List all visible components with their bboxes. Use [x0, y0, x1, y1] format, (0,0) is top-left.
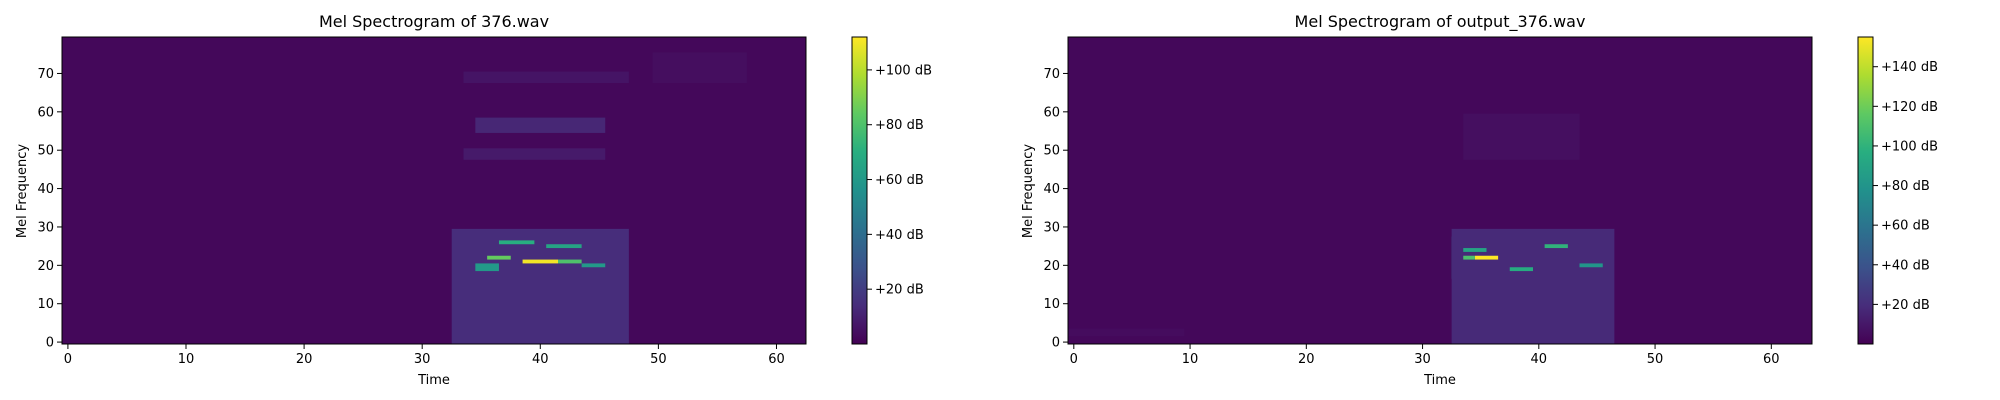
heatmap-cell-region: [581, 263, 606, 268]
colorbar-tick-label: +100 dB: [875, 63, 932, 78]
heatmap-1: [62, 37, 806, 344]
y-tick-label: 70: [1043, 67, 1060, 82]
x-tick-label: 20: [296, 352, 313, 367]
colorbar-tick-label: +40 dB: [875, 228, 924, 243]
colorbar-2: [1857, 36, 1874, 345]
y-tick-label: 0: [46, 336, 54, 351]
heatmap-cell-region: [1451, 228, 1615, 344]
x-tick-label: 60: [768, 352, 785, 367]
colorbar-tick-label: +80 dB: [1881, 179, 1930, 194]
x-tick-label: 10: [1182, 352, 1199, 367]
x-tick-label: 20: [1298, 352, 1315, 367]
x-tick-label: 50: [1647, 352, 1664, 367]
chart-title-1: Mel Spectrogram of 376.wav: [319, 12, 549, 31]
heatmap-cell-region: [498, 240, 535, 245]
heatmap-2: [1068, 37, 1812, 344]
x-axis-label-1: Time: [417, 373, 450, 388]
colorbar-1: [851, 36, 868, 345]
colorbar-tick-label: +20 dB: [875, 283, 924, 298]
colorbar-tick-label: +60 dB: [1881, 219, 1930, 234]
heatmap-cell-region: [463, 71, 629, 84]
plot-frame-1: [61, 36, 807, 345]
heatmap-background: [1068, 37, 1812, 344]
heatmap-cell-region: [1509, 267, 1533, 272]
heatmap-cell-region: [558, 259, 582, 264]
heatmap-cell-region: [652, 52, 747, 84]
y-tick-label: 30: [37, 220, 54, 235]
colorbar-tick-label: +20 dB: [1881, 298, 1930, 313]
y-tick-label: 50: [1043, 144, 1060, 159]
y-tick-label: 20: [1043, 259, 1060, 274]
y-tick-label: 40: [1043, 182, 1060, 197]
y-axis-ticks-1: 0 10 20 30 40 50 60 70: [37, 67, 62, 351]
x-tick-label: 0: [1070, 352, 1078, 367]
y-tick-label: 30: [1043, 220, 1060, 235]
y-tick-label: 70: [37, 67, 54, 82]
heatmap-cell-region: [1463, 255, 1475, 260]
heatmap-cell-region: [522, 259, 558, 264]
colorbar-ticks-2: +20 dB +40 dB +60 dB +80 dB +100 dB +120 dB +1…: [1873, 60, 1938, 313]
spectrogram-panel-1: Mel Spectrogram of 376.wav 0 10 20 30 40 50 60…: [15, 12, 932, 388]
spectrogram-panel-2: Mel Spectrogram of output_376.wav 0 10 20 3…: [1021, 12, 1938, 388]
x-tick-label: 30: [414, 352, 431, 367]
chart-title-2: Mel Spectrogram of output_376.wav: [1295, 12, 1586, 32]
heatmap-cell-region: [463, 148, 606, 160]
colorbar-tick-label: +120 dB: [1881, 100, 1938, 115]
colorbar-tick-label: +100 dB: [1881, 139, 1938, 154]
colorbar-tick-label: +140 dB: [1881, 60, 1938, 75]
x-tick-label: 0: [64, 352, 72, 367]
x-tick-label: 30: [1414, 352, 1431, 367]
heatmap-cell-region: [1463, 113, 1580, 160]
y-tick-label: 0: [1052, 336, 1060, 351]
heatmap-cell-region: [451, 228, 629, 344]
y-tick-label: 20: [37, 259, 54, 274]
colorbar-ticks-1: +20 dB +40 dB +60 dB +80 dB +100 dB: [867, 63, 932, 298]
y-axis-label-1: Mel Frequency: [15, 144, 30, 238]
colorbar-tick-label: +40 dB: [1881, 258, 1930, 273]
y-tick-label: 60: [37, 105, 54, 120]
x-axis-label-2: Time: [1423, 373, 1456, 388]
y-axis-ticks-2: 0 10 20 30 40 50 60 70: [1043, 67, 1068, 351]
heatmap-background: [62, 37, 806, 344]
heatmap-cell-region: [475, 117, 606, 133]
x-tick-label: 60: [1763, 352, 1780, 367]
heatmap-cell-region: [1544, 244, 1568, 249]
heatmap-cell-region: [487, 255, 511, 260]
x-tick-label: 10: [178, 352, 195, 367]
heatmap-cell-region: [1579, 263, 1603, 268]
y-tick-label: 10: [37, 297, 54, 312]
x-tick-label: 40: [532, 352, 549, 367]
y-tick-label: 10: [1043, 297, 1060, 312]
x-tick-label: 50: [650, 352, 667, 367]
heatmap-cell-region: [475, 263, 499, 272]
y-tick-label: 50: [37, 144, 54, 159]
y-tick-label: 40: [37, 182, 54, 197]
plot-frame-2: [1067, 36, 1813, 345]
y-axis-label-2: Mel Frequency: [1021, 144, 1036, 238]
heatmap-cell-region: [1068, 328, 1185, 337]
colorbar-tick-label: +60 dB: [875, 173, 924, 188]
heatmap-cell-region: [1463, 248, 1487, 252]
x-axis-ticks-2: 0 10 20 30 40 50 60: [1070, 344, 1780, 367]
heatmap-cell-region: [546, 244, 582, 249]
y-tick-label: 60: [1043, 105, 1060, 120]
heatmap-cell-region: [1474, 255, 1499, 260]
x-tick-label: 40: [1531, 352, 1548, 367]
x-axis-ticks-1: 0 10 20 30 40 50 60: [64, 344, 785, 367]
colorbar-tick-label: +80 dB: [875, 118, 924, 133]
